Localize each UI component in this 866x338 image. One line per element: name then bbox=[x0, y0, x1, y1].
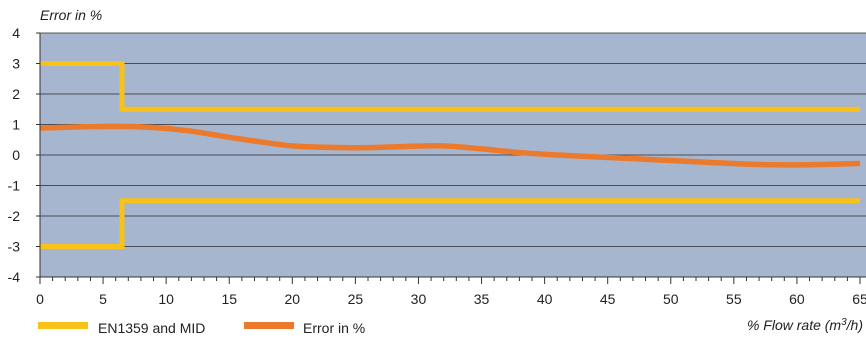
y-tick-label: 0 bbox=[12, 147, 20, 163]
x-tick-label: 5 bbox=[99, 291, 107, 307]
x-tick-label: 15 bbox=[221, 291, 237, 307]
x-axis-title: % Flow rate (m3/h) bbox=[747, 317, 863, 333]
x-tick-label: 65 bbox=[852, 291, 866, 307]
y-tick-label: -3 bbox=[8, 239, 21, 255]
series-line-measured bbox=[39, 123, 861, 168]
x-tick-label: 40 bbox=[537, 291, 553, 307]
x-tick-label: 55 bbox=[726, 291, 742, 307]
y-tick-label: -2 bbox=[8, 208, 21, 224]
x-tick-label: 20 bbox=[285, 291, 301, 307]
x-axis-title-prefix: % Flow rate (m bbox=[747, 317, 841, 333]
y-tick-label: 4 bbox=[12, 25, 20, 41]
x-tick-label: 30 bbox=[411, 291, 427, 307]
y-tick-label: 1 bbox=[12, 117, 20, 133]
y-axis-title: Error in % bbox=[40, 7, 102, 23]
legend-label-error: Error in % bbox=[303, 320, 365, 336]
x-tick-label: 45 bbox=[600, 291, 616, 307]
y-tick-label: 3 bbox=[12, 56, 20, 72]
legend: EN1359 and MID Error in % bbox=[38, 320, 365, 336]
y-tick-label: -4 bbox=[8, 269, 21, 285]
legend-label-en1359: EN1359 and MID bbox=[98, 320, 205, 336]
legend-swatch-error bbox=[244, 322, 294, 329]
y-tick-label: -1 bbox=[8, 178, 21, 194]
legend-swatch-en1359 bbox=[38, 322, 88, 329]
x-tick-label: 60 bbox=[789, 291, 805, 307]
x-axis-title-sup: 3 bbox=[841, 317, 847, 328]
x-tick-label: 0 bbox=[36, 291, 44, 307]
x-tick-label: 35 bbox=[474, 291, 490, 307]
x-tick-label: 10 bbox=[158, 291, 174, 307]
x-axis-title-suffix: /h) bbox=[846, 317, 863, 333]
y-tick-label: 2 bbox=[12, 86, 20, 102]
series-layer bbox=[39, 61, 861, 249]
series-line-upper-limit bbox=[40, 61, 860, 112]
x-tick-label: 25 bbox=[348, 291, 364, 307]
series-line-lower-limit bbox=[40, 198, 860, 249]
x-tick-label: 50 bbox=[663, 291, 679, 307]
grid-lines bbox=[40, 32, 866, 247]
